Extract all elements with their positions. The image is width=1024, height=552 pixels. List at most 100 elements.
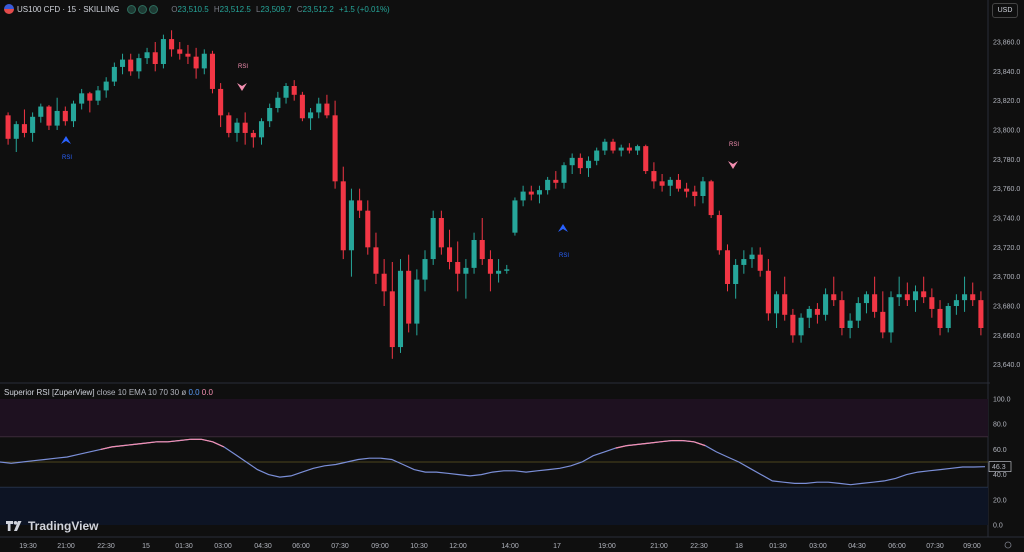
candle-body — [863, 294, 869, 304]
symbol-title[interactable]: US100 CFD · 15 · SKILLING — [17, 4, 120, 14]
price-tick-label: 23,860.0 — [993, 40, 1020, 47]
tradingview-logo[interactable]: TradingView — [6, 519, 98, 533]
rsi-overbought-segment — [649, 441, 661, 444]
candle-body — [103, 81, 109, 91]
candle-body — [430, 218, 436, 260]
price-tick-label: 23,820.0 — [993, 98, 1020, 105]
rsi-overbought-segment — [615, 445, 627, 449]
candle-body — [471, 240, 477, 268]
candle-body — [13, 124, 19, 139]
candle-body — [536, 190, 542, 195]
candle-body — [340, 181, 346, 251]
price-tick-label: 23,680.0 — [993, 304, 1020, 311]
candle-body — [798, 317, 804, 336]
time-tick-label: 04:30 — [848, 543, 866, 550]
candle-body — [160, 39, 166, 64]
candle-body — [30, 116, 36, 133]
candle-body — [201, 53, 207, 69]
indicator-value-1: 0.0 — [188, 388, 200, 397]
candle-body — [21, 124, 27, 133]
rsi-tick-label: 80.0 — [993, 422, 1007, 429]
candle-body — [299, 94, 305, 119]
candle-body — [87, 93, 93, 101]
time-tick-label: 17 — [553, 543, 561, 550]
candle-body — [267, 108, 273, 122]
us-flag-icon — [4, 4, 14, 14]
candle-body — [487, 259, 493, 274]
candle-body — [635, 146, 641, 151]
candle-body — [921, 291, 927, 298]
chart-header: US100 CFD · 15 · SKILLING O23,510.5 H23,… — [0, 0, 990, 18]
candle-body — [651, 171, 657, 182]
signal-label: RSI — [62, 155, 72, 161]
rsi-overbought-segment — [179, 438, 191, 442]
candle-body — [708, 181, 714, 216]
currency-button[interactable]: USD — [992, 3, 1018, 18]
candle-body — [790, 314, 796, 336]
price-tick-label: 23,840.0 — [993, 69, 1020, 76]
rsi-overbought-segment — [637, 442, 650, 445]
candle-body — [545, 179, 551, 191]
candle-body — [774, 294, 780, 314]
candle-body — [283, 86, 289, 98]
candle-body — [258, 121, 265, 138]
time-tick-label: 03:00 — [214, 543, 232, 550]
candle-body — [814, 308, 820, 315]
rsi-overbought-segment — [693, 441, 706, 447]
candle-body — [741, 259, 747, 265]
indicator-legend[interactable]: Superior RSI [ZuperView] close 10 EMA 10… — [4, 388, 213, 397]
indicator-symbol: ø — [181, 388, 187, 397]
indicator-params: close 10 EMA 10 70 30 — [96, 388, 180, 397]
price-tick-label: 23,660.0 — [993, 333, 1020, 340]
rsi-overbought-segment — [167, 439, 180, 443]
candle-body — [95, 90, 101, 101]
rsi-tick-label: 100.0 — [993, 397, 1011, 404]
candle-body — [733, 264, 739, 284]
rsi-overbought-segment — [134, 442, 146, 445]
brand-name: TradingView — [28, 519, 99, 533]
buy-signal-icon — [61, 136, 71, 144]
candle-body — [120, 59, 126, 67]
price-tick-label: 23,720.0 — [993, 245, 1020, 252]
rsi-value-badge — [988, 461, 1012, 472]
candle-body — [716, 215, 722, 251]
candle-body — [177, 49, 183, 54]
candle-body — [308, 112, 314, 119]
overbought-zone — [0, 399, 988, 437]
candle-body — [692, 191, 698, 196]
rsi-overbought-segment — [123, 443, 135, 447]
candle-body — [700, 181, 706, 196]
candle-body — [847, 320, 853, 328]
time-tick-label: 06:00 — [292, 543, 310, 550]
rsi-overbought-segment — [660, 439, 672, 443]
rsi-tick-label: 40.0 — [993, 472, 1007, 479]
time-tick-label: 04:30 — [254, 543, 272, 550]
candle-body — [569, 157, 575, 166]
price-tick-label: 23,780.0 — [993, 157, 1020, 164]
candle-body — [70, 103, 77, 122]
high-value: 23,512.5 — [219, 4, 251, 14]
candle-body — [389, 291, 395, 348]
candle-body — [438, 218, 444, 248]
candle-body — [291, 86, 297, 95]
candle-body — [757, 254, 763, 271]
rsi-current-value: 46.3 — [992, 464, 1006, 471]
rsi-overbought-segment — [100, 446, 113, 450]
time-tick-label: 12:00 — [449, 543, 467, 550]
rsi-tick-label: 60.0 — [993, 447, 1007, 454]
time-tick-label: 03:00 — [809, 543, 827, 550]
time-tick-label: 22:30 — [690, 543, 708, 550]
candle-body — [62, 110, 68, 122]
candle-body — [962, 294, 968, 301]
candle-body — [724, 250, 731, 284]
settings-gear-icon[interactable] — [1004, 541, 1012, 549]
candle-body — [855, 303, 861, 321]
candle-body — [348, 200, 354, 251]
market-status-icon[interactable] — [127, 4, 159, 14]
candle-body — [152, 52, 158, 64]
rsi-overbought-segment — [145, 441, 157, 444]
candle-body — [577, 157, 583, 169]
time-tick-label: 01:30 — [175, 543, 193, 550]
candle-body — [749, 254, 755, 260]
